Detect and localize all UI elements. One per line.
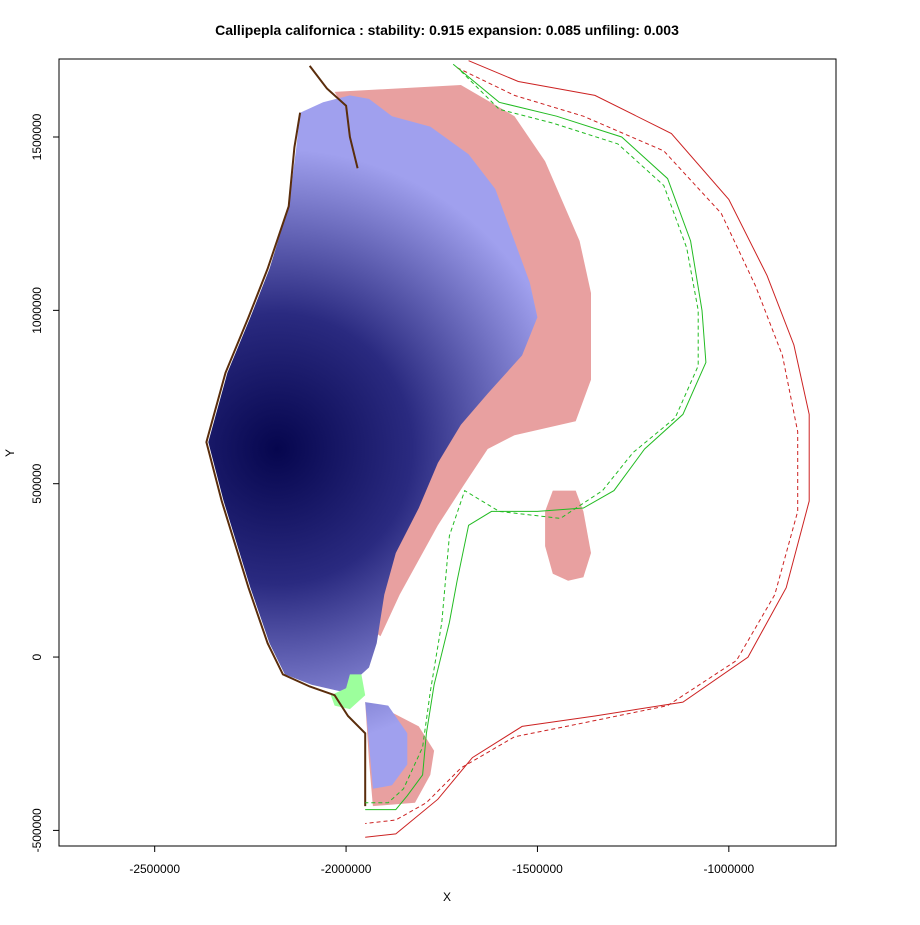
unfilling-region-1 [330,674,366,710]
y-axis-label: Y [3,449,17,457]
x-axis: -2500000 -2000000 -1500000 -1000000 [129,846,755,876]
x-tick-label: -2500000 [129,862,180,876]
x-tick-label: -1500000 [512,862,563,876]
x-axis-label: X [443,890,451,904]
plot-layers [205,60,810,838]
y-tick-label: 500000 [30,463,44,503]
layer-native-range-outline [205,65,367,807]
layer-stability [208,95,538,789]
contour-lines [365,60,810,838]
y-axis: -500000 0 500000 1000000 1500000 [30,113,59,852]
y-tick-label: -500000 [30,808,44,852]
stability-region-1 [208,95,538,692]
x-tick-label: -1000000 [703,862,754,876]
stability-region-2 [365,702,408,789]
chart-title: Callipepla californica : stability: 0.91… [215,22,679,38]
x-tick-label: -2000000 [321,862,372,876]
native-range-outline-2 [308,65,359,169]
y-tick-label: 1500000 [30,113,44,160]
layer-unfilling [330,674,366,710]
y-tick-label: 0 [30,653,44,660]
contour-green-solid [365,63,707,811]
contour-red-solid [365,60,810,838]
contour-green-dashed [365,70,699,804]
y-tick-label: 1000000 [30,287,44,334]
expansion-region-2 [545,490,591,581]
plot-frame [58,58,837,847]
native-range-outline-1 [205,112,367,807]
